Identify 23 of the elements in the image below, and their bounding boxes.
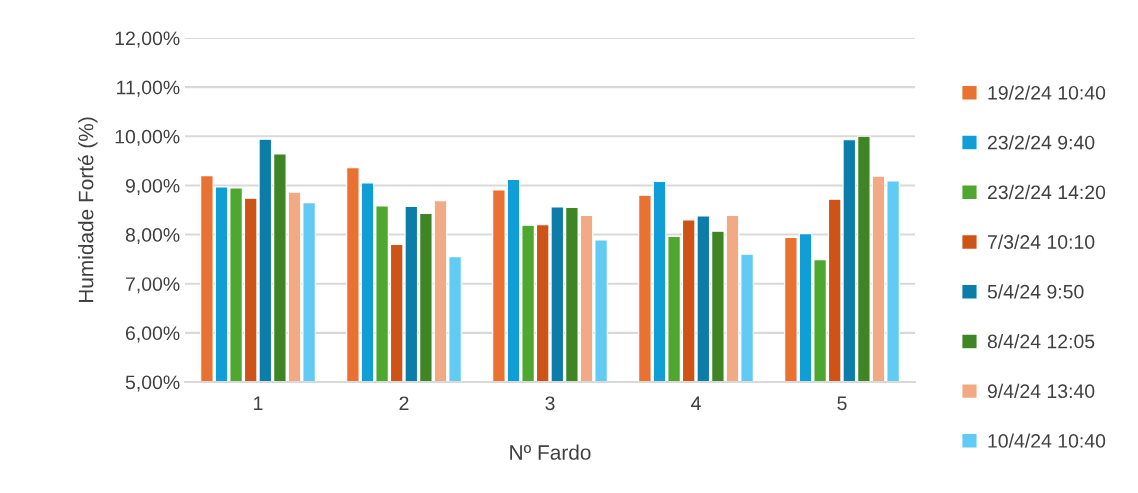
y-tick-label: 8,00%: [125, 228, 180, 245]
x-axis-title: Nº Fardo: [510, 444, 591, 460]
y-tick-label: 10,00%: [115, 129, 180, 146]
x-tick-label: 5: [837, 396, 847, 411]
y-tick-label: 7,00%: [126, 277, 180, 294]
x-tick-label: 4: [691, 396, 701, 410]
legend-label: 23/2/24 14:20: [987, 184, 1106, 200]
legend-label: 7/3/24 10:10: [987, 234, 1095, 249]
y-axis-title: Humidade Forté (%): [77, 117, 98, 303]
legend-label: 23/2/24 9:40: [987, 135, 1095, 150]
y-tick-label: 11,00%: [117, 80, 180, 97]
y-tick-label: 9,00%: [125, 178, 180, 195]
x-tick-label: 1: [254, 396, 263, 410]
legend-label: 8/4/24 12:05: [987, 334, 1095, 349]
legend-label: 5/4/24 9:50: [987, 284, 1084, 299]
y-tick-label: 12,00%: [115, 31, 180, 48]
legend-label: 19/2/24 10:40: [988, 85, 1106, 100]
x-tick-label: 2: [399, 396, 409, 410]
x-tick-label: 3: [545, 396, 555, 411]
y-tick-label: 5,00%: [125, 375, 180, 392]
y-tick-label: 6,00%: [126, 326, 180, 343]
legend-label: 9/4/24 13:40: [987, 383, 1095, 399]
legend-label: 10/4/24 10:40: [988, 433, 1106, 448]
